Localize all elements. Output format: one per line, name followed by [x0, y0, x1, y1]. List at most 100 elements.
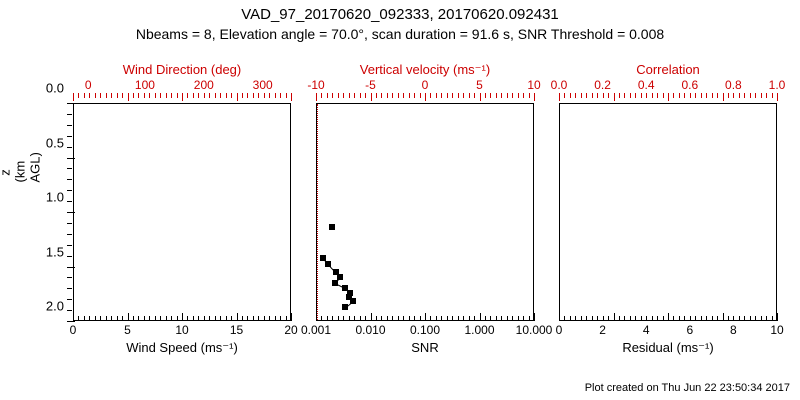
top-axis-tick — [365, 93, 366, 98]
top-axis-tick — [187, 93, 188, 98]
bottom-axis-tick — [204, 316, 205, 321]
top-axis-tick — [128, 93, 129, 101]
top-axis-tick — [534, 93, 535, 101]
top-axis-tick — [458, 93, 459, 98]
top-axis-tick — [376, 93, 377, 98]
y-axis-tick — [67, 125, 72, 126]
top-axis-tick — [398, 93, 399, 98]
bottom-axis-tick — [496, 316, 497, 321]
bottom-axis-tick — [603, 316, 604, 321]
bottom-axis-tick — [630, 316, 631, 321]
top-axis-tick — [275, 93, 276, 98]
residual-axis-label: Residual (ms⁻¹) — [559, 340, 777, 356]
y-axis-tick — [67, 147, 72, 148]
top-axis-tick — [441, 93, 442, 98]
top-axis-tick — [597, 93, 598, 98]
bottom-axis-tick — [291, 313, 292, 321]
top-axis-tick — [701, 93, 702, 98]
top-axis-tick — [463, 93, 464, 98]
top-axis-tick — [706, 93, 707, 98]
top-axis-tick — [717, 93, 718, 98]
top-axis-tick — [684, 93, 685, 98]
top-axis-tick — [728, 93, 729, 98]
top-axis-tick — [171, 93, 172, 98]
bottom-axis-tick — [717, 316, 718, 321]
top-axis-tick — [750, 93, 751, 98]
bottom-axis-tick — [690, 316, 691, 321]
top-axis-tick — [414, 93, 415, 98]
bottom-axis-tick — [111, 316, 112, 321]
top-axis-tick — [518, 93, 519, 98]
bottom-axis-tick — [592, 316, 593, 321]
vad-data-point[interactable] — [332, 280, 338, 286]
bottom-axis-tick — [371, 313, 372, 321]
bottom-axis-tick — [684, 316, 685, 321]
bottom-axis-tick — [452, 316, 453, 321]
top-axis-tick — [501, 93, 502, 98]
wind-direction-ticklabels: 0 100 200 300 — [73, 78, 291, 92]
top-axis-tick — [73, 93, 74, 101]
y-axis-tick — [67, 288, 72, 289]
bottom-axis-tick — [436, 316, 437, 321]
bottom-axis-tick — [480, 313, 481, 321]
top-axis-tick — [264, 93, 265, 98]
bottom-axis-tick — [608, 316, 609, 321]
bottom-axis-tick — [668, 313, 669, 321]
top-axis-tick — [608, 93, 609, 98]
top-axis-tick — [581, 93, 582, 98]
wind-panel[interactable] — [73, 103, 291, 321]
bottom-axis-tick — [316, 313, 317, 321]
bottom-axis-tick — [275, 316, 276, 321]
top-axis-tick — [739, 93, 740, 98]
top-axis-tick — [766, 93, 767, 98]
bottom-axis-tick — [354, 316, 355, 321]
vad-data-point[interactable] — [325, 261, 331, 267]
y-axis-tick — [67, 114, 72, 115]
top-axis-tick — [480, 93, 481, 101]
bottom-axis-tick — [100, 316, 101, 321]
bottom-axis-tick — [187, 316, 188, 321]
bottom-axis-tick — [95, 316, 96, 321]
top-axis-tick — [209, 93, 210, 98]
top-axis-tick — [663, 93, 664, 98]
y-axis-tick — [67, 179, 72, 180]
bottom-axis-tick — [349, 316, 350, 321]
bottom-axis-tick — [128, 313, 129, 321]
top-axis-tick — [117, 93, 118, 98]
snr-panel[interactable] — [316, 103, 534, 321]
top-axis-tick — [84, 93, 85, 98]
bottom-axis-tick — [409, 316, 410, 321]
vad-data-point[interactable] — [350, 298, 356, 304]
bottom-axis-tick — [641, 316, 642, 321]
vertical-velocity-ticklabels: -10 -5 0 5 10 — [316, 78, 534, 92]
vad-data-point[interactable] — [329, 224, 335, 230]
top-axis-tick — [523, 93, 524, 98]
residual-panel[interactable] — [559, 103, 777, 321]
top-axis-tick — [332, 93, 333, 98]
bottom-axis-tick — [73, 313, 74, 321]
top-axis-tick — [247, 93, 248, 98]
vad-data-point[interactable] — [342, 304, 348, 310]
top-axis-tick — [755, 93, 756, 98]
top-axis-tick — [507, 93, 508, 98]
top-axis-tick — [403, 93, 404, 98]
top-axis-tick — [371, 93, 372, 101]
bottom-axis-tick — [198, 316, 199, 321]
top-axis-tick — [100, 93, 101, 98]
bottom-axis-tick — [635, 316, 636, 321]
top-axis-tick — [280, 93, 281, 98]
top-axis-tick — [673, 93, 674, 98]
top-axis-tick — [327, 93, 328, 98]
top-axis-tick — [231, 93, 232, 98]
wind-direction-axis-label: Wind Direction (deg) — [73, 62, 291, 77]
top-axis-tick — [469, 93, 470, 98]
bottom-axis-tick — [490, 316, 491, 321]
y-axis-tick — [67, 321, 75, 322]
top-axis-tick — [772, 93, 773, 98]
y-axis-tick — [67, 277, 72, 278]
bottom-axis-tick — [447, 316, 448, 321]
top-axis-tick — [338, 93, 339, 98]
top-axis-tick — [166, 93, 167, 98]
bottom-axis-tick — [155, 316, 156, 321]
y-axis-tick — [67, 223, 72, 224]
